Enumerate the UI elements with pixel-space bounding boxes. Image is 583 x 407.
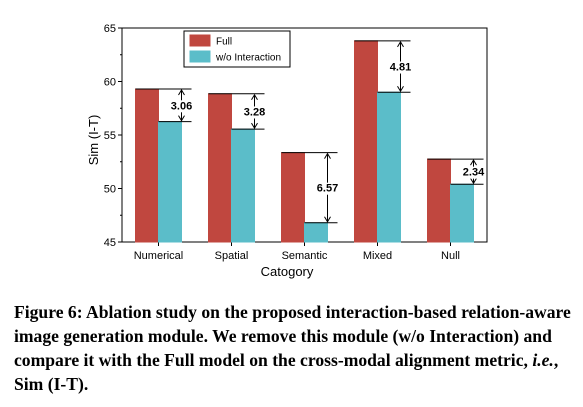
bar-full [354, 40, 378, 243]
gap-label: 3.28 [244, 106, 265, 118]
y-tick-label: 60 [104, 77, 116, 89]
chart-bars [135, 40, 474, 243]
bar-wo-interaction [231, 128, 255, 243]
legend-swatch [189, 34, 211, 47]
legend-swatch [189, 50, 211, 63]
gap-arrow-head-down [251, 122, 258, 130]
gap-arrow-head-down [178, 115, 185, 122]
bar-full [135, 88, 159, 243]
legend-label: Full [216, 37, 232, 48]
figure-caption: Figure 6: Ablation study on the proposed… [14, 300, 574, 396]
bar-full [427, 158, 451, 243]
y-axis-label: Sim (I-T) [86, 115, 101, 166]
x-tick-label: Null [441, 250, 460, 262]
gap-label-bg [242, 106, 267, 119]
gap-label-bg [315, 182, 340, 195]
legend-label: w/o Interaction [215, 53, 281, 64]
bar-wo-interaction [158, 121, 182, 243]
x-tick-label: Semantic [282, 250, 328, 262]
caption-text-italic: i.e. [532, 350, 554, 370]
gap-label: 4.81 [390, 62, 411, 74]
gap-arrow-head-up [397, 40, 404, 48]
gap-arrow-head-up [178, 89, 185, 96]
gap-label-bg [461, 166, 487, 179]
gap-arrow-head-down [470, 177, 477, 185]
gap-arrow-head-down [324, 216, 331, 223]
bar-chart: 45 50 55 60 65 Numerical Spatial Semantic Mixed N… [86, 23, 488, 279]
x-tick-label: Numerical [134, 250, 184, 262]
gap-label: 6.57 [317, 183, 338, 195]
y-tick-label: 50 [104, 184, 116, 196]
legend: Full w/o Interaction [183, 30, 291, 68]
gap-label-bg [169, 100, 194, 113]
gap-arrow-head-up [251, 93, 258, 101]
gap-label-bg [388, 61, 413, 74]
gap-arrow-head-up [470, 159, 477, 166]
bar-wo-interaction [377, 91, 401, 243]
y-tick-label: 65 [104, 23, 116, 35]
x-axis-label: Catogory [261, 264, 314, 279]
y-tick-label: 45 [104, 237, 116, 249]
caption-figure-label: Figure 6: [14, 302, 83, 322]
bar-full [208, 93, 232, 243]
y-tick-label: 55 [104, 130, 116, 142]
bar-wo-interaction [304, 222, 328, 243]
bar-full [281, 152, 305, 243]
x-tick-label: Mixed [363, 250, 392, 262]
gap-annotations: 3.06 3.28 6.57 4.81 2.34 [135, 40, 487, 224]
bar-wo-interaction [450, 183, 474, 243]
caption-text-2: , Sim (I-T). [14, 350, 559, 394]
x-tick-label: Spatial [215, 250, 249, 262]
gap-label: 3.06 [171, 100, 192, 112]
caption-text-1: Ablation study on the proposed interacti… [14, 302, 571, 370]
gap-arrow-head-up [324, 152, 331, 159]
gap-arrow-head-down [397, 85, 404, 93]
gap-label: 2.34 [463, 167, 485, 179]
